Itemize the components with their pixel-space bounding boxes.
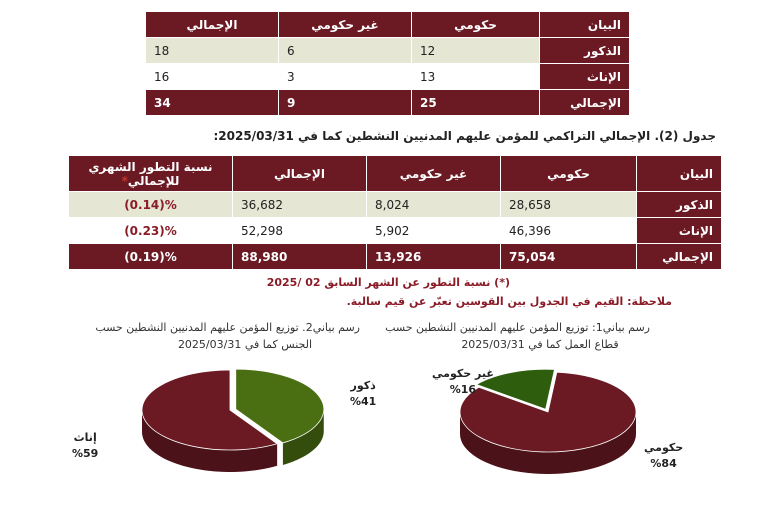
cell-nongov: 8,024 [366,191,501,218]
slice-pct: %41 [350,395,377,408]
table-row: الذكور 12 6 18 [145,37,630,64]
cell-gov: 75,054 [500,243,637,270]
header-cell: نسبة التطور الشهري للإجمالي* [68,155,233,192]
slice-name: إناث [73,431,97,444]
slice-pct: %16 [449,383,477,396]
cell-total: 34 [145,89,279,116]
header-cell: الإجمالي [145,11,279,38]
pie-slice-side [460,412,636,474]
cell-gov: 13 [411,63,540,90]
pie-title-line: الجنس كما في 2025/03/31 [177,338,313,351]
cell-total: 16 [145,63,279,90]
header-cell: حكومي [411,11,540,38]
cell-change: (0.19)% [68,243,233,270]
summary-table: البيان حكومي غير حكومي الإجمالي الذكور 1… [145,11,630,116]
pie-slice [235,368,325,444]
table-header-row: البيان حكومي غير حكومي الإجمالي [145,11,630,38]
slice-name: غير حكومي [432,367,494,380]
cell-gov: 46,396 [500,217,637,244]
cell-nongov: 3 [278,63,412,90]
pie-slice-wall [282,409,324,465]
cell-gov: 25 [411,89,540,116]
slice-label-male: ذكور %41 [350,378,376,410]
cell-total: 18 [145,37,279,64]
table-total-row: الإجمالي 75,054 13,926 88,980 (0.19)% [68,243,722,270]
header-text: نسبة التطور الشهري للإجمالي [88,159,213,188]
cell-change: (0.23)% [68,217,233,244]
table-caption: جدول (2). الإجمالي التراكمي للمؤمن عليهم… [213,129,716,143]
pie-slice-side [282,409,324,465]
pie-slice [141,369,279,451]
header-cell: الإجمالي [232,155,367,192]
table-row: الإناث 13 3 16 [145,63,630,90]
table-header-row: البيان حكومي غير حكومي الإجمالي نسبة الت… [68,155,722,192]
asterisk-mark: * [121,173,128,188]
cell-total: 36,682 [232,191,367,218]
pie-slice-side [142,410,278,472]
header-cell: البيان [539,11,630,38]
cell-total: 52,298 [232,217,367,244]
gender-pie-chart [141,368,325,472]
pie-slice-wall [460,412,636,474]
header-cell: غير حكومي [278,11,412,38]
pie-title-line: رسم بياني1: توزيع المؤمن عليهم المدنيين … [385,321,650,334]
pie-slice-wall [142,410,278,472]
pie-title-line: رسم بياني2. توزيع المؤمن عليهم المدنيين … [95,321,360,334]
cell-nongov: 5,902 [366,217,501,244]
cell-change: (0.14)% [68,191,233,218]
pie-slice [475,368,555,410]
slice-name: ذكور [350,379,376,392]
cumulative-table: البيان حكومي غير حكومي الإجمالي نسبة الت… [68,155,722,270]
slice-pct: %59 [72,447,99,460]
sector-pie-chart [459,368,637,474]
row-label: الإناث [636,217,722,244]
pie-slice [459,371,637,453]
cell-gov: 12 [411,37,540,64]
pie-chart-title: رسم بياني1: توزيع المؤمن عليهم المدنيين … [385,319,650,353]
row-label: الإجمالي [636,243,722,270]
row-label: الإناث [539,63,630,90]
row-label: الذكور [636,191,722,218]
row-label: الذكور [539,37,630,64]
pie-title-line: قطاع العمل كما في 2025/03/31 [461,338,619,351]
header-cell: غير حكومي [366,155,501,192]
slice-label-nongov: غير حكومي %16 [432,366,494,398]
header-cell: حكومي [500,155,637,192]
slice-label-gov: حكومي %84 [644,440,683,472]
table-total-row: الإجمالي 25 9 34 [145,89,630,116]
cell-nongov: 9 [278,89,412,116]
footnote: (*) نسبة التطور عن الشهر السابق 02 /2025 [266,276,510,289]
slice-name: حكومي [644,441,684,454]
cell-total: 88,980 [232,243,367,270]
cell-nongov: 6 [278,37,412,64]
note: ملاحظة: القيم في الجدول بين القوسين تعبّ… [346,295,672,308]
cell-gov: 28,658 [500,191,637,218]
slice-pct: %84 [650,457,677,470]
cell-nongov: 13,926 [366,243,501,270]
table-row: الذكور 28,658 8,024 36,682 (0.14)% [68,191,722,218]
header-cell: البيان [636,155,722,192]
pie-chart-title: رسم بياني2. توزيع المؤمن عليهم المدنيين … [95,319,360,353]
slice-label-female: إناث %59 [72,430,98,462]
table-row: الإناث 46,396 5,902 52,298 (0.23)% [68,217,722,244]
row-label: الإجمالي [539,89,630,116]
